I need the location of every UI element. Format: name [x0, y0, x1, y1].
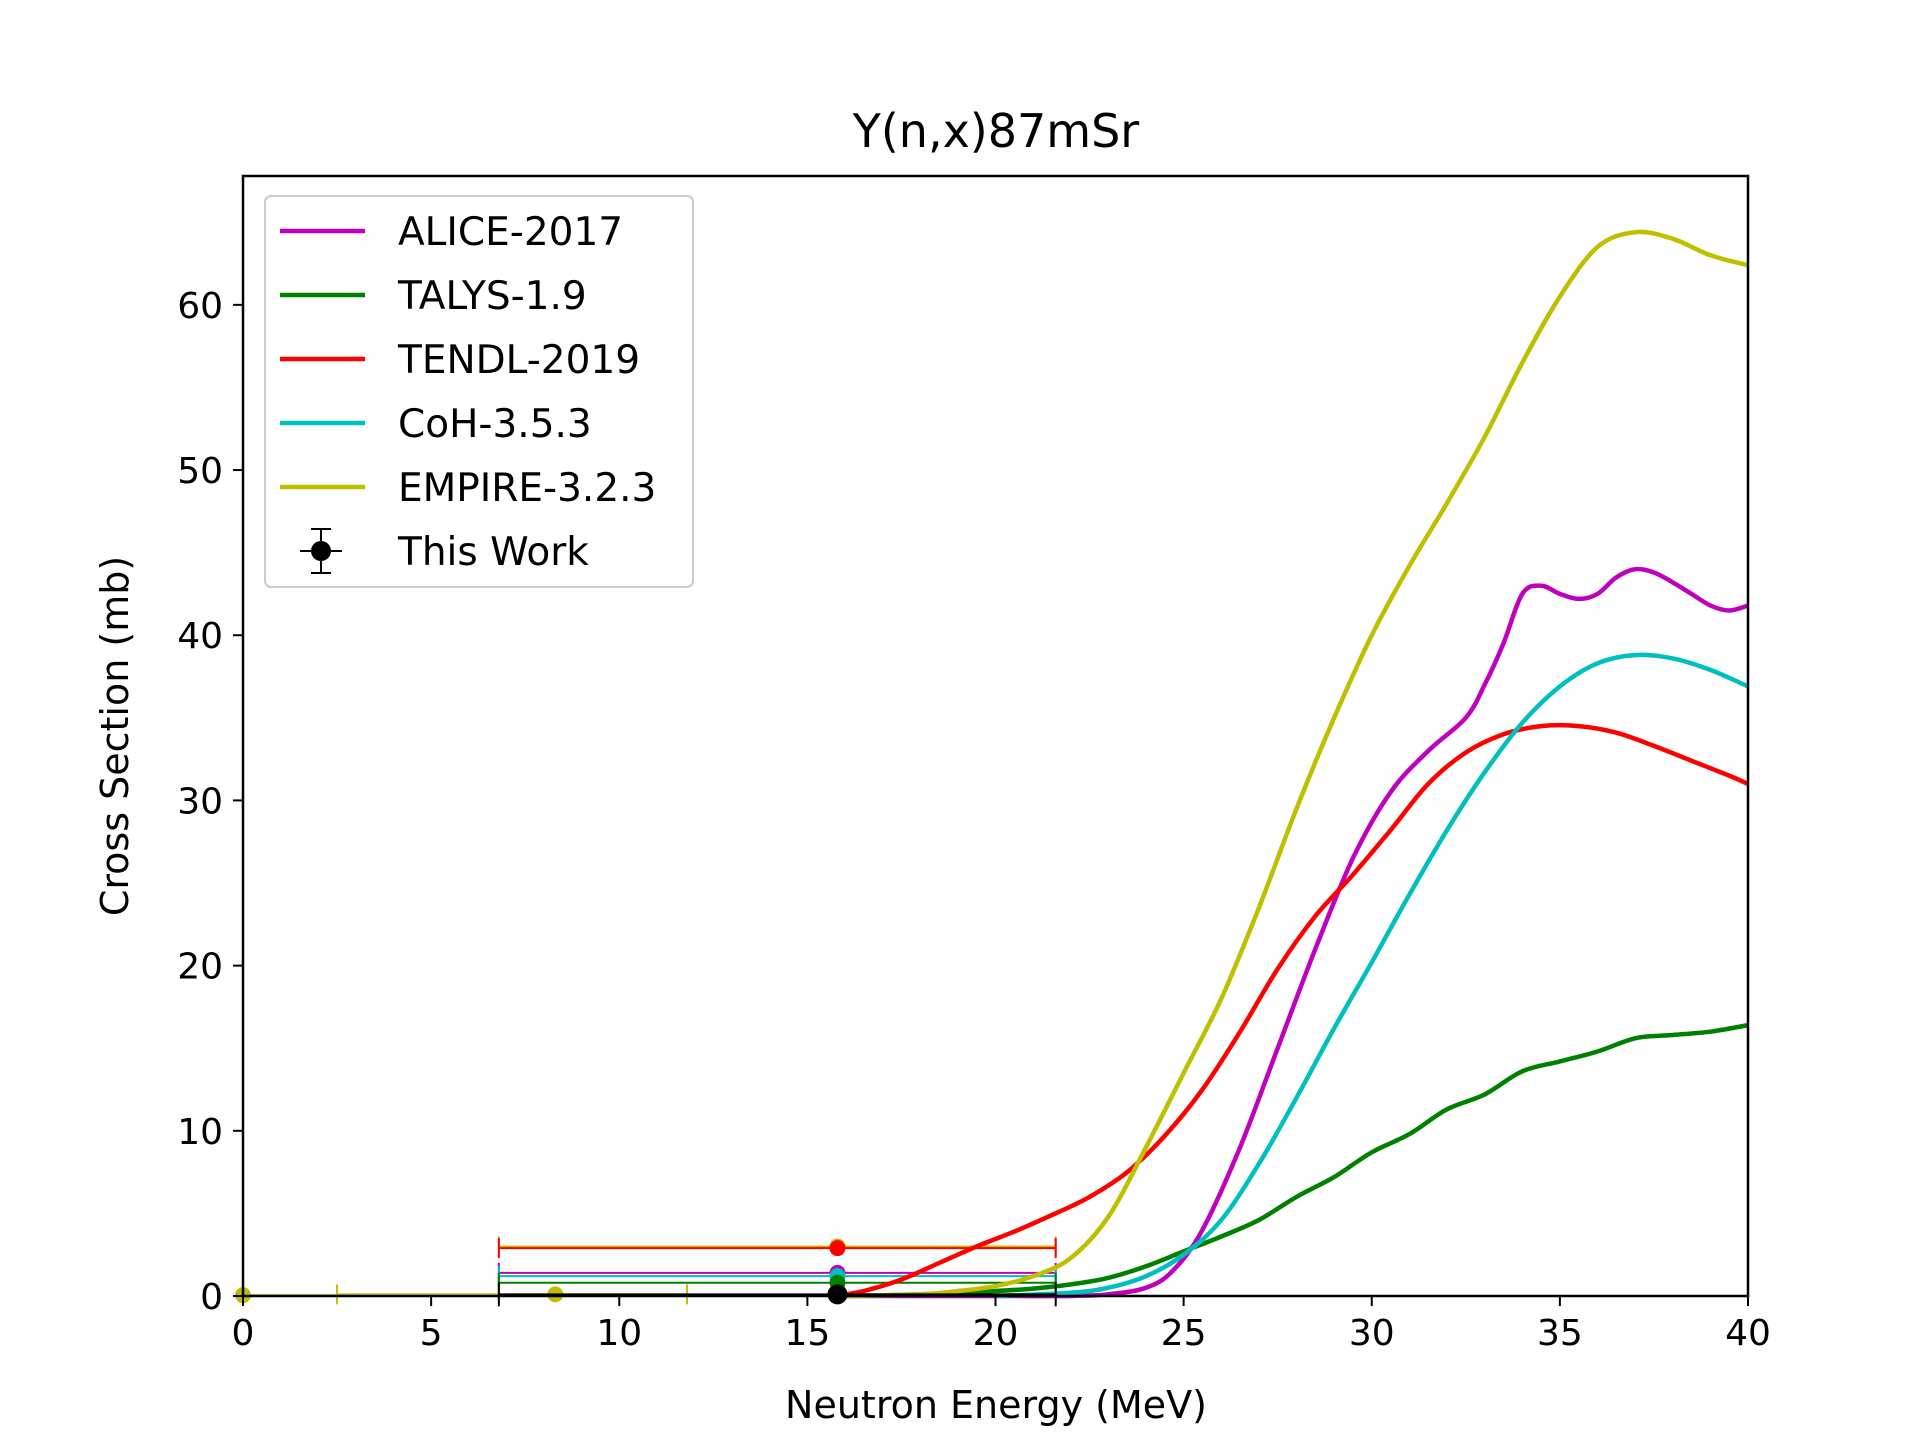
x-tick-label: 10: [596, 1313, 642, 1354]
y-tick-label: 30: [177, 781, 223, 822]
overlay-point-2: [497, 1262, 1057, 1283]
legend: ALICE-2017 TALYS-1.9 TENDL-2019 CoH-3.5.3 EM…: [264, 195, 694, 588]
legend-measurement-marker: [311, 541, 331, 561]
y-axis-label: Cross Section (mb): [93, 556, 137, 916]
x-tick-label: 20: [973, 1313, 1019, 1354]
y-tick-label: 10: [177, 1112, 223, 1153]
series-lines: [833, 229, 1749, 1299]
legend-label-5: EMPIRE-3.2.3: [398, 466, 656, 511]
overlay-point-1: [497, 1238, 1057, 1259]
x-tick-label: 30: [1349, 1313, 1395, 1354]
x-tick-label: 35: [1537, 1313, 1583, 1354]
legend-label-3: TENDL-2019: [397, 338, 640, 383]
y-tick-label: 40: [177, 616, 223, 657]
chart-title: Y(n,x)87mSr: [852, 104, 1140, 158]
y-tick-label: 20: [177, 947, 223, 988]
x-axis: 0 5 10 15 20 25 30 35 40: [232, 1296, 1771, 1354]
series-line-2: [844, 1022, 1749, 1299]
series-line-1: [845, 566, 1749, 1299]
y-axis: 0 10 20 30 40 50 60: [177, 286, 243, 1318]
x-axis-label: Neutron Energy (MeV): [785, 1383, 1207, 1427]
overlay-marker: [829, 1240, 846, 1257]
series-line-3: [833, 722, 1749, 1299]
measurement-point: [827, 1284, 848, 1305]
series-line-4: [995, 652, 1749, 1299]
measurement-layer: [497, 1282, 1057, 1307]
x-tick-label: 5: [420, 1313, 443, 1354]
series-line-5: [844, 229, 1749, 1299]
x-tick-label: 25: [1161, 1313, 1207, 1354]
x-tick-label: 15: [784, 1313, 830, 1354]
y-tick-label: 50: [177, 451, 223, 492]
legend-label-4: CoH-3.5.3: [398, 402, 592, 447]
y-tick-label: 0: [200, 1277, 223, 1318]
legend-label-1: ALICE-2017: [398, 210, 623, 255]
x-tick-label: 0: [232, 1313, 255, 1354]
legend-label-2: TALYS-1.9: [397, 274, 587, 319]
x-tick-label: 40: [1725, 1313, 1771, 1354]
legend-label-measurement: This Work: [397, 530, 589, 575]
legend-box: [264, 195, 694, 588]
y-tick-label: 60: [177, 286, 223, 327]
